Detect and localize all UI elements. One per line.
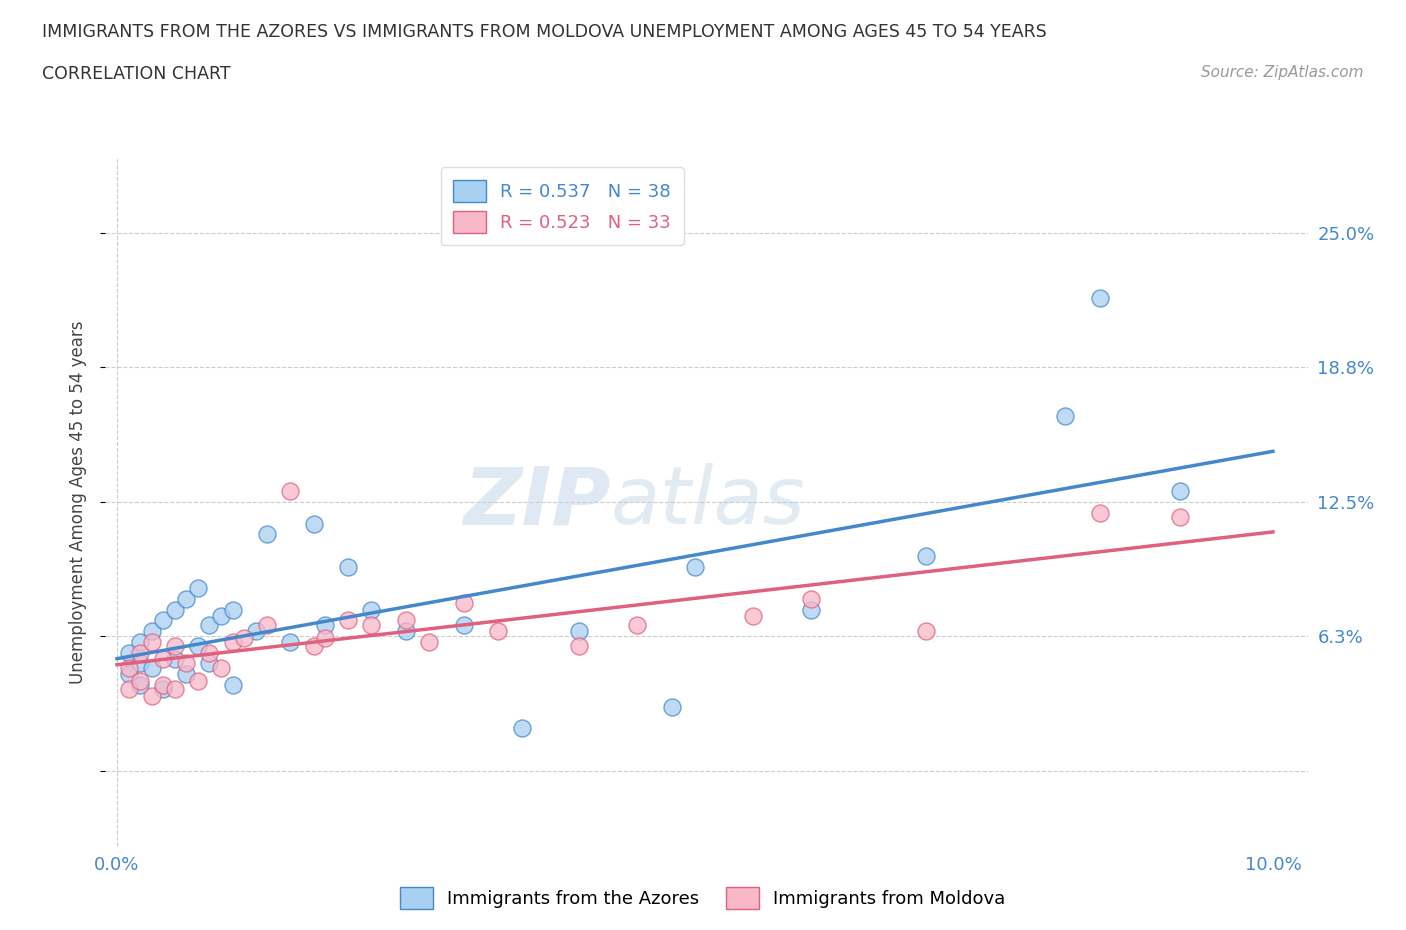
Text: ZIP: ZIP	[463, 463, 610, 541]
Point	[1088, 506, 1111, 521]
Legend: R = 0.537   N = 38, R = 0.523   N = 33: R = 0.537 N = 38, R = 0.523 N = 33	[440, 167, 683, 246]
Point	[418, 634, 440, 649]
Point	[568, 639, 591, 654]
Point	[1170, 510, 1192, 525]
Point	[163, 682, 186, 697]
Point	[1170, 484, 1192, 498]
Point	[221, 634, 243, 649]
Point	[453, 618, 475, 632]
Point	[453, 596, 475, 611]
Point	[626, 618, 648, 632]
Point	[163, 652, 186, 667]
Point	[256, 618, 278, 632]
Point	[314, 631, 336, 645]
Point	[141, 660, 163, 675]
Text: atlas: atlas	[610, 463, 806, 541]
Point	[337, 559, 360, 574]
Point	[337, 613, 360, 628]
Point	[129, 634, 152, 649]
Point	[209, 660, 232, 675]
Point	[152, 682, 174, 697]
Point	[117, 645, 139, 660]
Point	[187, 639, 209, 654]
Point	[741, 609, 763, 624]
Legend: Immigrants from the Azores, Immigrants from Moldova: Immigrants from the Azores, Immigrants f…	[394, 880, 1012, 916]
Point	[1053, 409, 1076, 424]
Point	[152, 652, 174, 667]
Point	[395, 624, 418, 639]
Point	[129, 645, 152, 660]
Point	[510, 721, 533, 736]
Point	[799, 603, 821, 618]
Point	[360, 603, 382, 618]
Point	[198, 618, 221, 632]
Point	[141, 624, 163, 639]
Point	[141, 634, 163, 649]
Point	[256, 527, 278, 542]
Point	[233, 631, 256, 645]
Point	[221, 678, 243, 693]
Point	[314, 618, 336, 632]
Point	[187, 580, 209, 595]
Point	[683, 559, 706, 574]
Point	[568, 624, 591, 639]
Point	[221, 603, 243, 618]
Point	[129, 656, 152, 671]
Point	[302, 639, 325, 654]
Point	[1088, 290, 1111, 305]
Point	[915, 549, 938, 564]
Point	[488, 624, 510, 639]
Point	[129, 673, 152, 688]
Text: IMMIGRANTS FROM THE AZORES VS IMMIGRANTS FROM MOLDOVA UNEMPLOYMENT AMONG AGES 45: IMMIGRANTS FROM THE AZORES VS IMMIGRANTS…	[42, 23, 1047, 41]
Point	[198, 645, 221, 660]
Y-axis label: Unemployment Among Ages 45 to 54 years: Unemployment Among Ages 45 to 54 years	[69, 321, 87, 684]
Point	[152, 678, 174, 693]
Point	[280, 484, 302, 498]
Point	[280, 634, 302, 649]
Point	[245, 624, 267, 639]
Point	[129, 678, 152, 693]
Point	[360, 618, 382, 632]
Point	[141, 688, 163, 703]
Point	[163, 639, 186, 654]
Point	[163, 603, 186, 618]
Point	[176, 591, 198, 606]
Point	[395, 613, 418, 628]
Point	[187, 673, 209, 688]
Point	[915, 624, 938, 639]
Point	[176, 667, 198, 682]
Point	[176, 656, 198, 671]
Point	[302, 516, 325, 531]
Point	[117, 667, 139, 682]
Text: Source: ZipAtlas.com: Source: ZipAtlas.com	[1201, 65, 1364, 80]
Point	[117, 682, 139, 697]
Point	[152, 613, 174, 628]
Point	[799, 591, 821, 606]
Point	[117, 660, 139, 675]
Point	[209, 609, 232, 624]
Point	[661, 699, 683, 714]
Point	[198, 656, 221, 671]
Text: CORRELATION CHART: CORRELATION CHART	[42, 65, 231, 83]
